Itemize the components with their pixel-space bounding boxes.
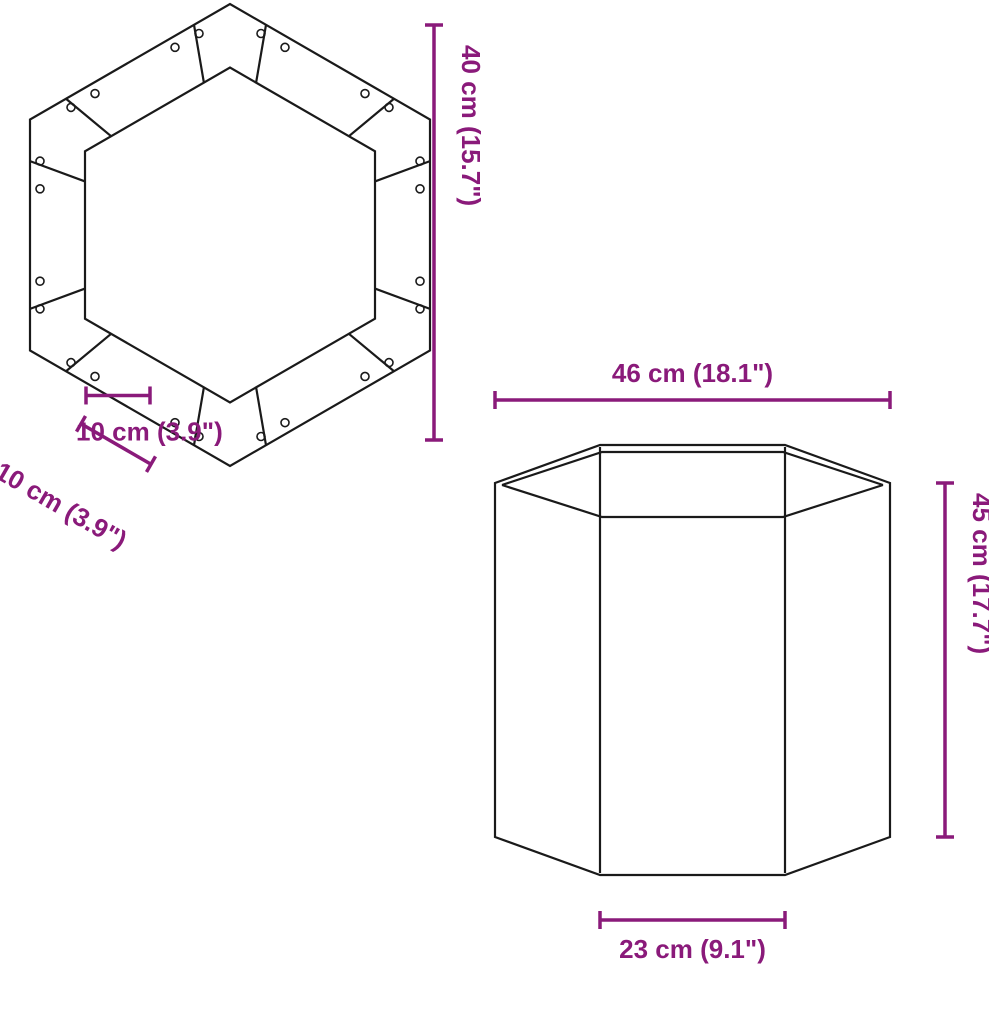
inner-hexagon [85,68,375,403]
screw-icon [361,90,369,98]
screw-icon [91,90,99,98]
dim-46cm: 46 cm (18.1") [612,358,773,388]
screw-icon [36,185,44,193]
screw-icon [361,372,369,380]
dim-10cm-bottom: 10 cm (3.9") [76,416,223,446]
screw-icon [281,43,289,51]
screw-icon [281,419,289,427]
screw-icon [36,277,44,285]
screw-icon [91,372,99,380]
screw-icon [385,359,393,367]
rim-line [502,452,883,485]
dim-40cm: 40 cm (15.7") [456,45,486,206]
screw-icon [67,359,75,367]
rim-back [502,485,883,517]
side-outline [495,445,890,875]
dim-10cm-diag: 10 cm (3.9") [0,456,132,555]
screw-icon [171,43,179,51]
screw-icon [385,103,393,111]
dim-45cm: 45 cm (17.7") [967,493,989,654]
screw-icon [416,185,424,193]
screw-icon [416,277,424,285]
screw-icon [67,103,75,111]
dim-23cm: 23 cm (9.1") [619,934,766,964]
